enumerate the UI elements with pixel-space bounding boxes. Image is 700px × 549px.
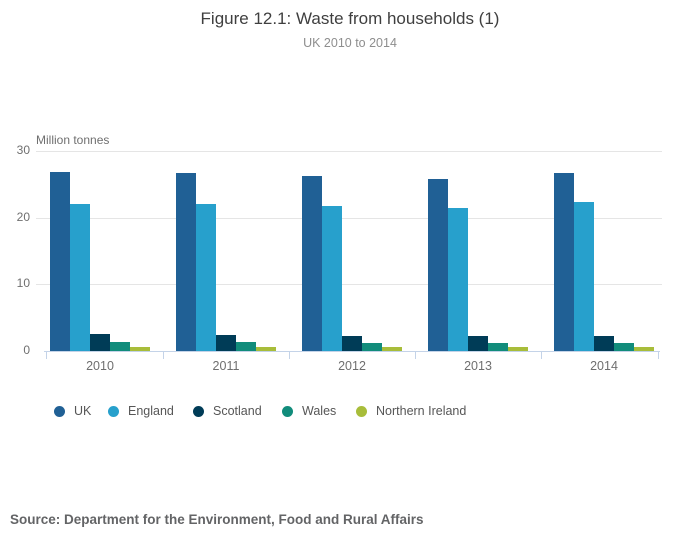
bar-uk-2010[interactable] [50, 172, 70, 351]
y-tick-label-20: 20 [16, 209, 30, 224]
y-tick-label-30: 30 [16, 143, 30, 157]
legend-item-northern-ireland[interactable]: Northern Ireland [356, 404, 466, 418]
bar-uk-2014[interactable] [554, 173, 574, 351]
gridline-30 [36, 151, 662, 152]
x-axis-line [44, 351, 660, 352]
bar-wales-2012[interactable] [362, 343, 382, 351]
chart-subtitle: UK 2010 to 2014 [303, 36, 397, 50]
bar-northern-ireland-2014[interactable] [634, 347, 654, 351]
y-tick-label-0: 0 [23, 343, 30, 357]
x-axis-tick-2 [289, 351, 290, 359]
bar-england-2014[interactable] [574, 202, 594, 351]
bar-wales-2013[interactable] [488, 343, 508, 351]
bar-england-2010[interactable] [70, 204, 90, 351]
x-axis-tick-0 [46, 351, 47, 359]
legend-dot-icon [54, 405, 65, 417]
legend-label: Northern Ireland [376, 404, 467, 418]
bar-scotland-2014[interactable] [594, 336, 614, 351]
legend-label: UK [74, 404, 92, 418]
x-tick-label-2014: 2014 [590, 359, 618, 373]
bar-england-2011[interactable] [196, 204, 216, 351]
bar-scotland-2010[interactable] [90, 334, 110, 351]
legend-label: England [128, 404, 174, 418]
bar-scotland-2012[interactable] [342, 336, 362, 351]
bar-scotland-2013[interactable] [468, 336, 488, 351]
legend-dot-icon [108, 405, 119, 417]
legend-dot-icon [193, 405, 204, 417]
x-tick-label-2012: 2012 [338, 359, 366, 373]
legend-item-uk[interactable]: UK [54, 404, 91, 418]
gridline-20 [36, 217, 662, 219]
x-axis-tick-5 [658, 351, 659, 359]
legend-label: Wales [302, 404, 337, 418]
legend-dot-icon [356, 405, 367, 417]
source-note: Source: Department for the Environment, … [10, 512, 424, 527]
bar-northern-ireland-2012[interactable] [382, 347, 402, 351]
gridline-10 [36, 284, 662, 286]
x-axis-tick-4 [541, 351, 542, 359]
bar-wales-2010[interactable] [110, 342, 130, 351]
bar-uk-2012[interactable] [302, 176, 322, 351]
chart-title: Figure 12.1: Waste from households (1) [200, 9, 500, 28]
x-tick-label-2013: 2013 [464, 359, 492, 373]
y-axis-unit-label: Million tonnes [36, 133, 110, 147]
bar-england-2012[interactable] [322, 206, 342, 351]
legend-item-england[interactable]: England [108, 404, 174, 418]
bar-scotland-2011[interactable] [216, 335, 236, 351]
x-axis-tick-1 [163, 351, 164, 359]
legend: UK England Scotland Wales Northern Ireland [0, 404, 700, 426]
legend-item-wales[interactable]: Wales [282, 404, 336, 418]
y-tick-label-10: 10 [16, 276, 30, 291]
bar-northern-ireland-2010[interactable] [130, 347, 150, 351]
bar-uk-2013[interactable] [428, 179, 448, 351]
bar-wales-2014[interactable] [614, 343, 634, 351]
legend-item-scotland[interactable]: Scotland [193, 404, 262, 418]
x-tick-label-2010: 2010 [86, 359, 114, 373]
bar-england-2013[interactable] [448, 208, 468, 351]
bar-wales-2011[interactable] [236, 342, 256, 351]
x-tick-label-2011: 2011 [212, 359, 240, 373]
x-axis-tick-3 [415, 351, 416, 359]
legend-label: Scotland [213, 404, 262, 418]
bar-northern-ireland-2013[interactable] [508, 347, 528, 351]
legend-dot-icon [282, 405, 293, 417]
bar-northern-ireland-2011[interactable] [256, 347, 276, 351]
bar-uk-2011[interactable] [176, 173, 196, 351]
